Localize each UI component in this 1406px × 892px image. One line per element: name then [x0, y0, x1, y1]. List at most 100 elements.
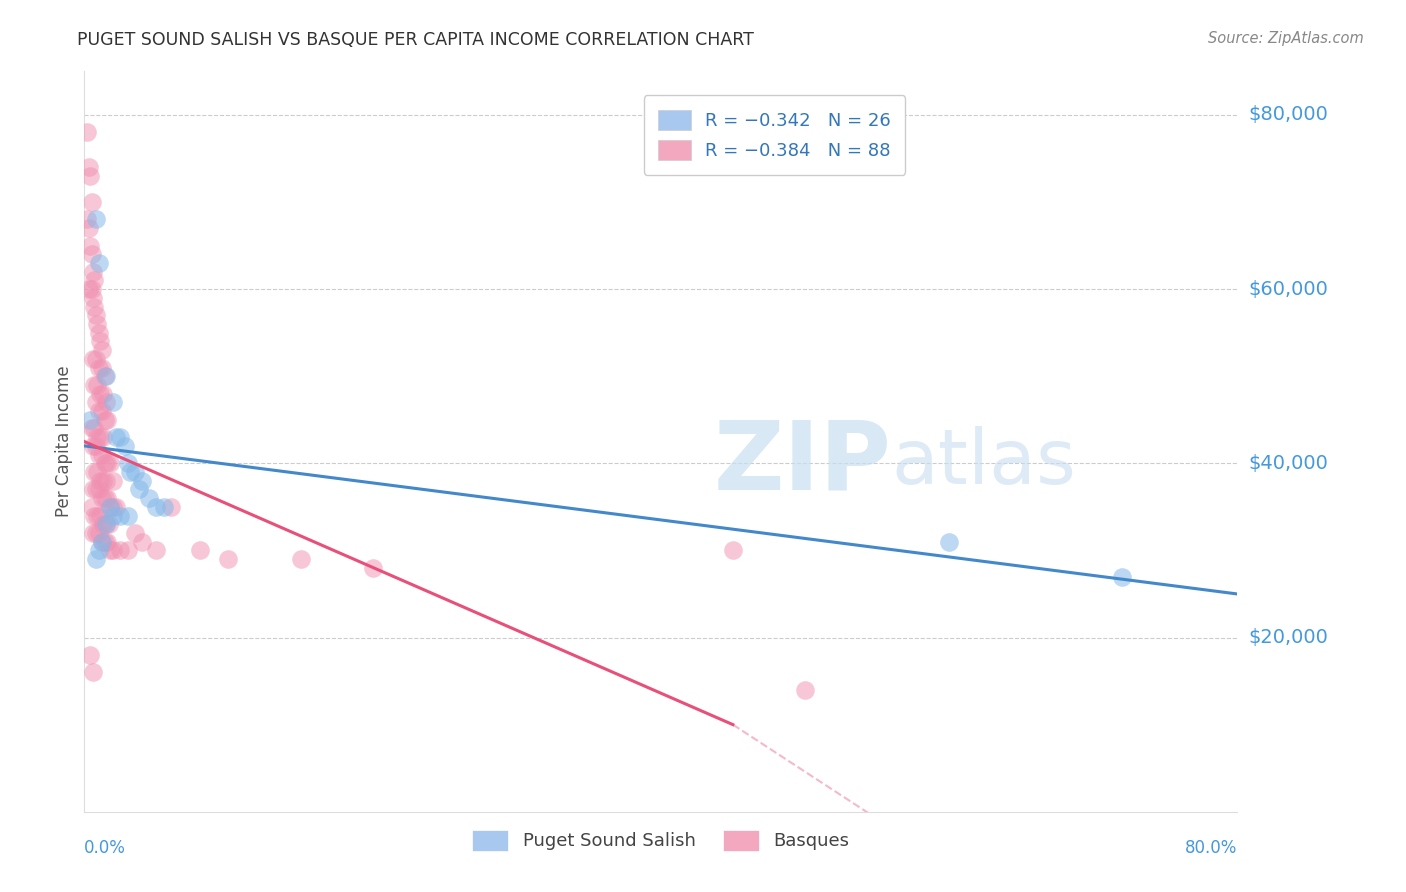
Point — [94, 517, 117, 532]
Point — [120, 465, 142, 479]
Point — [93, 369, 115, 384]
Point — [128, 483, 150, 497]
Point — [77, 282, 100, 296]
Text: 0.0%: 0.0% — [84, 839, 127, 857]
Point — [794, 682, 817, 697]
Point — [79, 238, 101, 252]
Point — [79, 413, 101, 427]
Point — [152, 500, 174, 514]
Point — [218, 552, 240, 566]
Point — [93, 491, 115, 505]
Point — [83, 465, 105, 479]
Point — [84, 212, 107, 227]
Text: ZIP: ZIP — [713, 417, 891, 510]
Point — [86, 508, 108, 523]
Point — [84, 439, 107, 453]
Point — [83, 421, 105, 435]
Point — [93, 413, 115, 427]
Point — [79, 648, 101, 662]
Point — [97, 517, 120, 532]
Point — [98, 456, 121, 470]
Point — [84, 552, 107, 566]
Point — [105, 500, 128, 514]
Point — [103, 543, 124, 558]
Point — [87, 526, 110, 541]
Point — [938, 534, 960, 549]
Point — [84, 351, 107, 366]
Text: atlas: atlas — [891, 426, 1076, 500]
Point — [117, 508, 139, 523]
Point — [103, 395, 124, 409]
Point — [91, 430, 114, 444]
Point — [138, 491, 160, 505]
Legend: Puget Sound Salish, Basques: Puget Sound Salish, Basques — [472, 830, 849, 851]
Point — [87, 256, 110, 270]
Point — [90, 534, 112, 549]
Point — [89, 334, 111, 349]
Point — [84, 308, 107, 322]
Point — [80, 282, 103, 296]
Point — [93, 456, 115, 470]
Point — [124, 465, 146, 479]
Point — [131, 474, 153, 488]
Point — [86, 317, 108, 331]
Point — [83, 300, 105, 314]
Point — [84, 526, 107, 541]
Point — [83, 378, 105, 392]
Y-axis label: Per Capita Income: Per Capita Income — [55, 366, 73, 517]
Point — [103, 508, 124, 523]
Point — [82, 483, 104, 497]
Point — [361, 561, 384, 575]
Point — [87, 326, 110, 340]
Point — [90, 448, 112, 462]
Text: $80,000: $80,000 — [1249, 105, 1329, 124]
Point — [96, 534, 118, 549]
Point — [87, 360, 110, 375]
Point — [103, 474, 124, 488]
Point — [82, 265, 104, 279]
Text: $40,000: $40,000 — [1249, 454, 1329, 473]
Point — [87, 404, 110, 418]
Point — [82, 291, 104, 305]
Point — [91, 474, 114, 488]
Point — [89, 474, 111, 488]
Point — [94, 369, 117, 384]
Point — [80, 500, 103, 514]
Text: Source: ZipAtlas.com: Source: ZipAtlas.com — [1208, 31, 1364, 46]
Point — [114, 439, 136, 453]
Point — [131, 534, 153, 549]
Point — [124, 526, 146, 541]
Point — [80, 247, 103, 261]
Point — [160, 500, 183, 514]
Point — [1111, 569, 1133, 583]
Text: $20,000: $20,000 — [1249, 628, 1329, 647]
Point — [94, 395, 117, 409]
Point — [80, 194, 103, 209]
Text: PUGET SOUND SALISH VS BASQUE PER CAPITA INCOME CORRELATION CHART: PUGET SOUND SALISH VS BASQUE PER CAPITA … — [77, 31, 754, 49]
Text: $60,000: $60,000 — [1249, 279, 1329, 299]
Point — [110, 508, 132, 523]
Point — [145, 543, 167, 558]
Point — [96, 456, 118, 470]
Point — [110, 430, 132, 444]
Point — [290, 552, 312, 566]
Point — [103, 500, 124, 514]
Point — [93, 534, 115, 549]
Point — [87, 483, 110, 497]
Point — [721, 543, 744, 558]
Point — [98, 543, 121, 558]
Point — [86, 465, 108, 479]
Point — [79, 169, 101, 183]
Point — [188, 543, 211, 558]
Point — [117, 456, 139, 470]
Point — [83, 273, 105, 287]
Point — [105, 430, 128, 444]
Point — [145, 500, 167, 514]
Point — [82, 439, 104, 453]
Point — [110, 543, 132, 558]
Point — [98, 500, 121, 514]
Point — [89, 430, 111, 444]
Point — [82, 526, 104, 541]
Point — [86, 378, 108, 392]
Point — [117, 543, 139, 558]
